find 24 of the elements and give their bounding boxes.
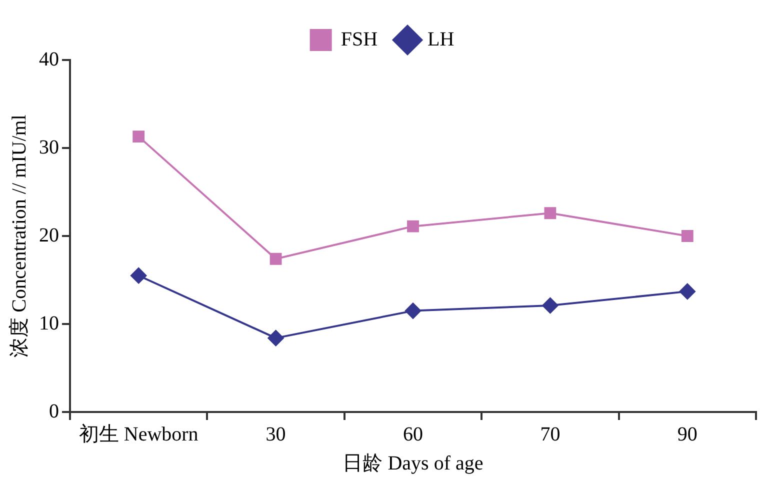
y-tick-label: 20 [39,224,59,246]
point [679,283,696,300]
x-tick-label: 90 [677,423,698,446]
x-axis-title: 日龄 Days of age [342,452,484,474]
x-tick-label: 70 [540,423,560,446]
point [268,330,284,346]
point [542,298,558,314]
point [270,252,282,265]
point [405,302,421,319]
x-tick-label: 60 [403,423,423,446]
legend-label: LH [428,28,454,50]
point [681,230,694,242]
x-tick-label: 初生 Newborn [78,423,198,446]
y-axis-title: 浓度 Concentration // mIU/ml [8,114,30,358]
y-tick-label: 0 [49,400,59,422]
point [544,207,556,220]
point [132,130,145,143]
y-tick-label: 10 [39,312,59,334]
x-tick-label: 30 [266,423,286,446]
y-tick-label: 30 [39,136,59,158]
point [130,268,147,284]
legend-label: FSH [340,28,378,50]
y-tick-label: 40 [39,48,59,70]
point [407,220,419,232]
